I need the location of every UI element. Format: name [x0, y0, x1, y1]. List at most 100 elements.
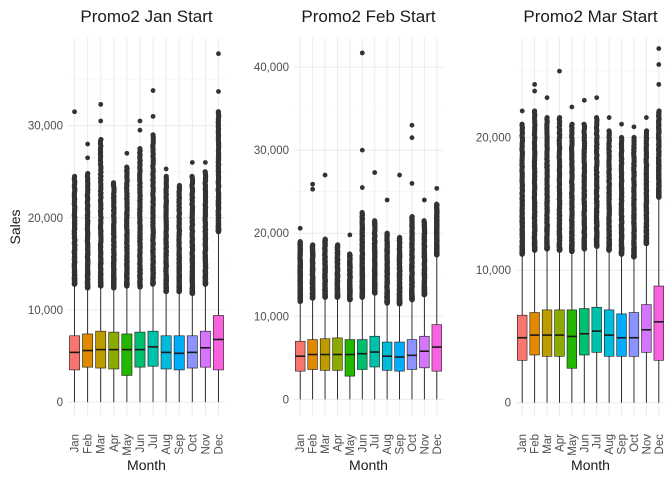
outlier-point — [581, 97, 587, 103]
box-rect — [357, 339, 368, 370]
outlier-point — [409, 135, 415, 141]
x-tick-label: Oct — [187, 433, 199, 452]
box-rect — [147, 330, 159, 367]
outlier-point — [335, 242, 341, 248]
box-jun — [134, 118, 146, 403]
x-tick-label: Feb — [530, 434, 542, 454]
y-tick-label: 20,000 — [254, 228, 289, 240]
box-feb — [82, 141, 94, 403]
outlier-point — [347, 232, 353, 238]
x-tick-label: Dec — [213, 434, 225, 455]
outlier-point — [124, 150, 130, 156]
box-rect — [431, 324, 442, 372]
x-tick-label: Feb — [83, 434, 95, 454]
box-nov — [419, 197, 430, 400]
outlier-point — [216, 51, 221, 57]
outlier-point — [581, 121, 587, 127]
outlier-point — [519, 108, 525, 114]
box-apr — [332, 242, 343, 400]
x-tick-label: Jul — [148, 434, 160, 449]
y-tick-label: 10,000 — [476, 265, 511, 277]
y-tick-label: 30,000 — [254, 145, 289, 157]
outlier-point — [137, 127, 143, 133]
outlier-point — [110, 180, 117, 186]
x-tick-label: Sep — [617, 434, 629, 454]
box-jun — [579, 97, 590, 403]
outlier-point — [531, 108, 538, 114]
box-rect — [579, 308, 590, 356]
x-tick-label: Apr — [109, 434, 121, 452]
x-tick-label: Jun — [579, 434, 591, 453]
x-tick-label: Jun — [135, 434, 147, 453]
outlier-point — [137, 118, 143, 124]
outlier-point — [532, 88, 538, 94]
box-rect — [616, 313, 627, 357]
outlier-point — [532, 82, 538, 87]
outlier-point — [384, 197, 390, 203]
box-rect — [213, 315, 224, 371]
panel-1: 0 10,000 20,000 30,000 Jan Feb Mar Apr May Jun Jul… — [7, 7, 225, 473]
box-jan — [517, 108, 528, 403]
box-jul — [147, 88, 159, 403]
outlier-point — [606, 115, 612, 120]
x-tick-label: Jul — [592, 434, 604, 449]
box-apr — [108, 180, 120, 403]
box-rect — [419, 335, 430, 369]
x-tick-label: Aug — [604, 434, 616, 454]
outlier-point — [656, 82, 662, 87]
box-rect — [628, 312, 640, 357]
outlier-point — [409, 180, 415, 186]
box-may — [566, 104, 578, 403]
outlier-point — [297, 225, 303, 231]
y-axis-label: Sales — [7, 209, 23, 244]
outlier-point — [656, 46, 662, 52]
panel-title: Promo2 Mar Start — [523, 7, 657, 26]
outlier-point — [556, 114, 563, 121]
box-rect — [199, 330, 211, 368]
y-tick-label: 20,000 — [28, 213, 63, 225]
outlier-point — [606, 128, 612, 134]
box-nov — [641, 115, 652, 403]
outlier-point — [176, 182, 183, 189]
y-tick-label: 10,000 — [254, 311, 289, 323]
box-jan — [69, 109, 80, 403]
y-tick-label: 0 — [283, 394, 289, 406]
box-sep — [616, 121, 627, 403]
box-rect — [603, 309, 615, 357]
x-tick-label: Aug — [161, 434, 173, 454]
outlier-point — [593, 114, 600, 121]
outlier-point — [372, 218, 378, 224]
outlier-point — [189, 173, 195, 179]
box-rect — [108, 331, 120, 370]
y-tick-label: 0 — [57, 397, 63, 409]
y-tick-label: 20,000 — [476, 132, 511, 144]
outlier-point — [202, 160, 208, 165]
outlier-point — [594, 95, 600, 101]
y-tick-label: 10,000 — [28, 305, 63, 317]
x-tick-label: Mar — [96, 434, 108, 454]
x-tick-label: Feb — [308, 434, 320, 454]
outlier-point — [421, 218, 427, 224]
outlier-point — [202, 169, 208, 175]
x-tick-label: Jan — [70, 434, 82, 453]
box-jan — [295, 225, 306, 400]
outlier-point — [215, 109, 221, 115]
box-may — [344, 232, 356, 400]
outlier-point — [98, 136, 104, 143]
x-tick-label: May — [567, 434, 579, 456]
x-tick-label: Oct — [629, 433, 641, 452]
outlier-point — [359, 209, 365, 216]
x-tick-label: Nov — [200, 434, 212, 455]
box-oct — [186, 160, 198, 403]
outlier-point — [310, 181, 316, 187]
box-rect — [529, 312, 540, 356]
x-tick-label: Sep — [174, 434, 186, 454]
outlier-point — [124, 164, 130, 170]
outlier-point — [618, 134, 625, 141]
box-aug — [160, 166, 172, 403]
outlier-point — [98, 118, 104, 124]
outlier-point — [297, 238, 303, 245]
box-rect — [121, 333, 133, 376]
box-rect — [566, 309, 578, 369]
